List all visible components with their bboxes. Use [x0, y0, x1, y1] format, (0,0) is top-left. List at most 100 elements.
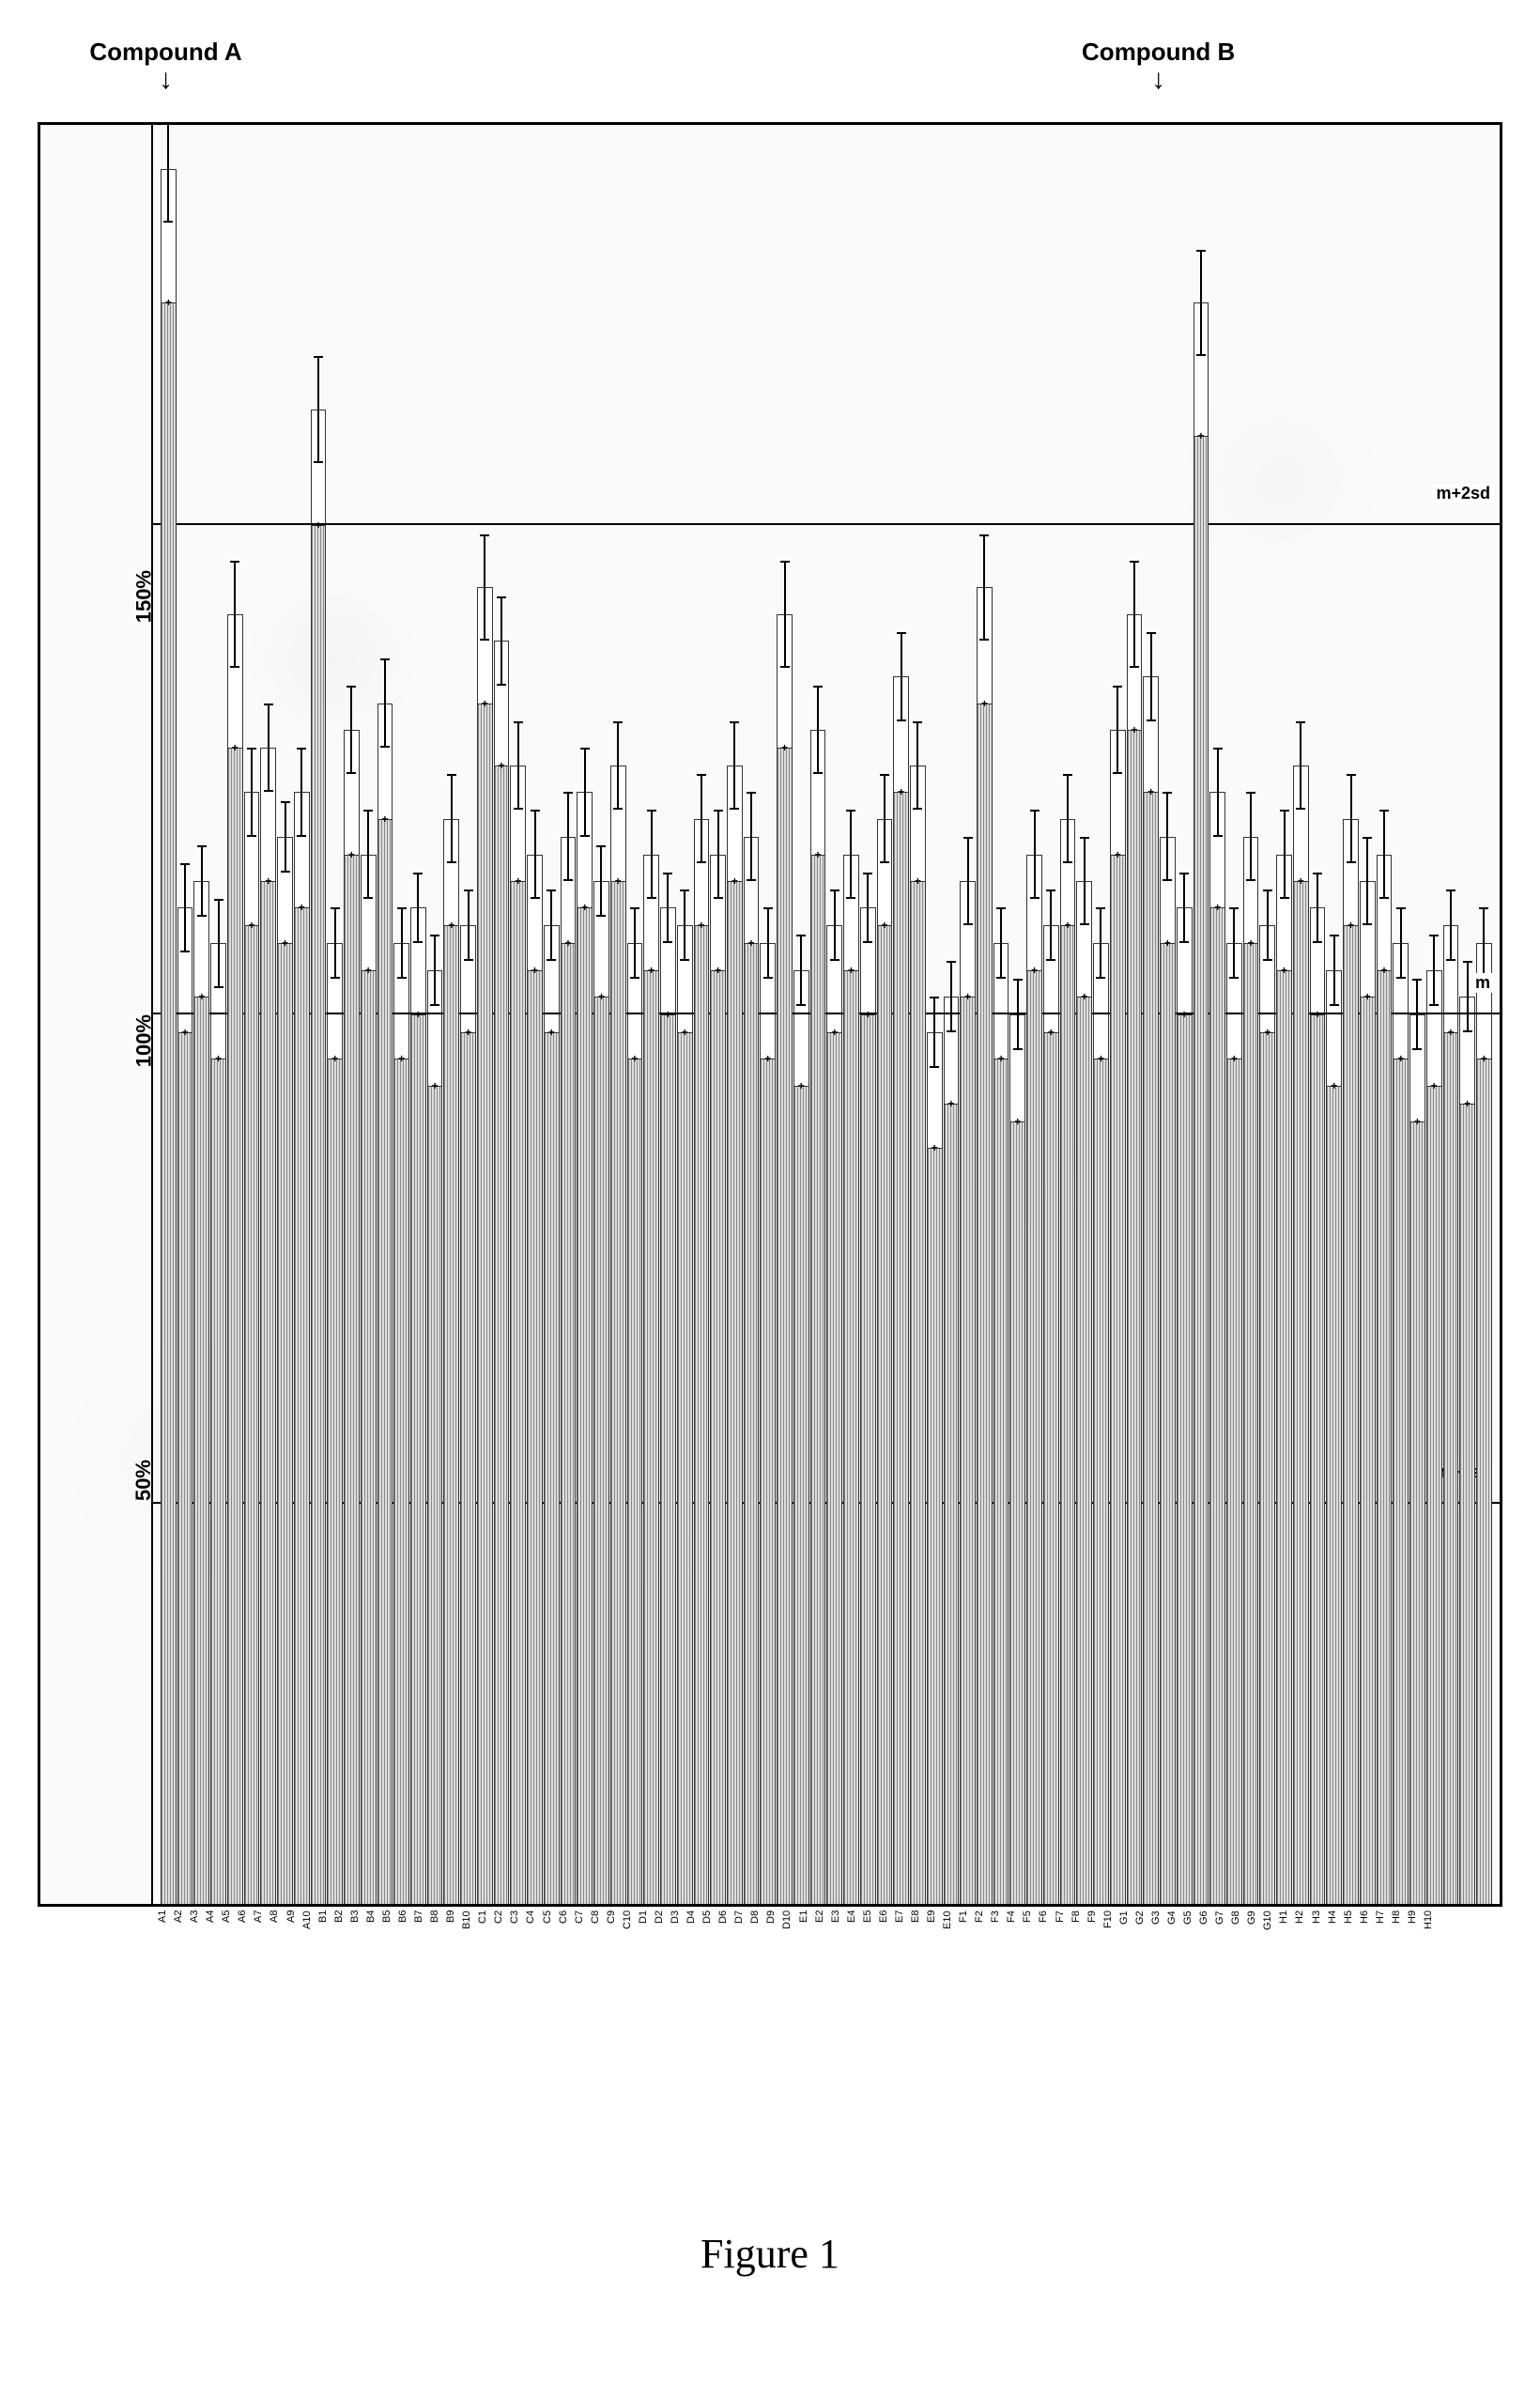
x-tick-label: H10 — [1424, 1910, 1439, 1967]
bar-lower-segment — [277, 943, 293, 1904]
data-marker-icon: + — [1164, 936, 1171, 950]
bar-slot: + — [1060, 125, 1076, 1904]
bar-slot: + — [577, 125, 593, 1904]
data-marker-icon: + — [282, 936, 288, 950]
x-tick-label: G6 — [1199, 1910, 1214, 1967]
bar-slot: + — [993, 125, 1009, 1904]
bar-slot: + — [1194, 125, 1209, 1904]
bar: + — [610, 766, 626, 1904]
error-bar — [916, 721, 918, 811]
bar-lower-segment — [393, 1059, 409, 1904]
bar-slot: + — [960, 125, 976, 1904]
data-marker-icon: + — [1447, 1026, 1454, 1039]
x-tick-label: B7 — [414, 1910, 429, 1967]
x-tick-label: F5 — [1023, 1910, 1038, 1967]
error-bar — [1166, 792, 1168, 881]
bar-lower-segment — [1426, 1086, 1442, 1904]
bar-slot: + — [1343, 125, 1359, 1904]
data-marker-icon: + — [1380, 964, 1387, 977]
data-marker-icon: + — [848, 964, 855, 977]
bar-slot: +◇ — [477, 125, 493, 1904]
data-marker-icon: + — [465, 1026, 471, 1039]
x-tick-label: G9 — [1247, 1910, 1262, 1967]
bar-lower-segment — [677, 1032, 693, 1904]
bar-lower-segment — [1360, 997, 1376, 1904]
bar-slot: + — [1177, 125, 1193, 1904]
bar: + — [627, 943, 643, 1904]
bar: + — [227, 614, 243, 1904]
data-marker-icon: + — [581, 901, 588, 914]
data-marker-icon: + — [448, 919, 454, 932]
bar-slot: + — [860, 125, 876, 1904]
bar: + — [677, 925, 693, 1904]
error-bar — [268, 704, 270, 793]
bar-slot: + — [944, 125, 960, 1904]
bar: + — [344, 730, 360, 1904]
bar: + — [944, 997, 960, 1904]
error-bar — [1483, 907, 1485, 979]
bar-lower-segment — [1293, 881, 1309, 1904]
x-tick-label: A3 — [190, 1910, 205, 1967]
bar-lower-segment — [643, 970, 659, 1904]
bar-slot: + — [277, 125, 293, 1904]
bar-lower-segment — [527, 970, 543, 1904]
x-tick-label: B9 — [446, 1910, 461, 1967]
data-marker-icon: + — [1031, 964, 1038, 977]
error-bar — [1467, 961, 1469, 1032]
x-tick-label: F7 — [1055, 1910, 1070, 1967]
error-bar — [717, 810, 719, 899]
data-marker-icon: + — [1281, 964, 1287, 977]
error-bar — [950, 961, 952, 1032]
data-marker-icon: + — [564, 936, 571, 950]
bar-lower-segment — [710, 970, 726, 1904]
error-bar — [1383, 810, 1385, 899]
ref-line-m-plus-2sd — [153, 523, 1500, 525]
bar-lower-segment — [760, 1059, 776, 1904]
bar-lower-segment — [1409, 1121, 1425, 1904]
error-bar — [1450, 889, 1452, 961]
bar-slot: + — [1209, 125, 1225, 1904]
bar-slot: + — [244, 125, 260, 1904]
x-tick-label: C4 — [526, 1910, 541, 1967]
bar-lower-segment — [477, 704, 493, 1904]
bar: + — [327, 943, 343, 1904]
x-tick-label: E5 — [863, 1910, 878, 1967]
data-marker-icon: + — [1065, 919, 1071, 932]
x-axis: A1A2A3A4A5A6A7A8A9A10B1B2B3B4B5B6B7B8B9B… — [150, 1907, 1446, 1967]
bar-lower-segment — [177, 1032, 193, 1904]
y-axis: 50%100%150% — [40, 125, 153, 1904]
bar: + — [1177, 907, 1193, 1904]
x-tick-label: E2 — [815, 1910, 830, 1967]
x-tick-label: F4 — [1007, 1910, 1022, 1967]
x-tick-label: H6 — [1360, 1910, 1375, 1967]
bar-slot: + — [710, 125, 726, 1904]
bar-lower-segment — [1209, 907, 1225, 1904]
bar: + — [544, 925, 560, 1904]
bar-lower-segment — [1476, 1059, 1492, 1904]
data-marker-icon: + — [1197, 429, 1204, 442]
bar-slot: + — [1459, 125, 1475, 1904]
error-bar — [817, 686, 819, 775]
bar-slot: +◇ — [1143, 125, 1159, 1904]
data-marker-icon: + — [1348, 919, 1354, 932]
bar-slot: + — [561, 125, 577, 1904]
bar-slot: +◇ — [161, 125, 177, 1904]
bar: + — [277, 837, 293, 1904]
x-tick-label: D3 — [670, 1910, 685, 1967]
error-bar — [1350, 774, 1352, 863]
arrow-down-icon: ↓ — [1082, 67, 1235, 93]
error-bar — [1267, 889, 1269, 961]
bar-lower-segment — [826, 1032, 842, 1904]
error-bar — [1317, 873, 1318, 944]
error-bar — [1250, 792, 1252, 881]
bar-lower-segment — [1276, 970, 1292, 1904]
bar-lower-segment — [1009, 1121, 1025, 1904]
x-tick-label: H3 — [1312, 1910, 1327, 1967]
bar: + — [1226, 943, 1242, 1904]
x-tick-label: E6 — [879, 1910, 894, 1967]
error-bar — [434, 935, 436, 1006]
x-tick-label: F10 — [1103, 1910, 1118, 1967]
bar-slot: + — [660, 125, 676, 1904]
data-marker-icon: + — [265, 874, 271, 888]
ref-line-m-plus-2sd-label: m+2sd — [1432, 484, 1494, 503]
